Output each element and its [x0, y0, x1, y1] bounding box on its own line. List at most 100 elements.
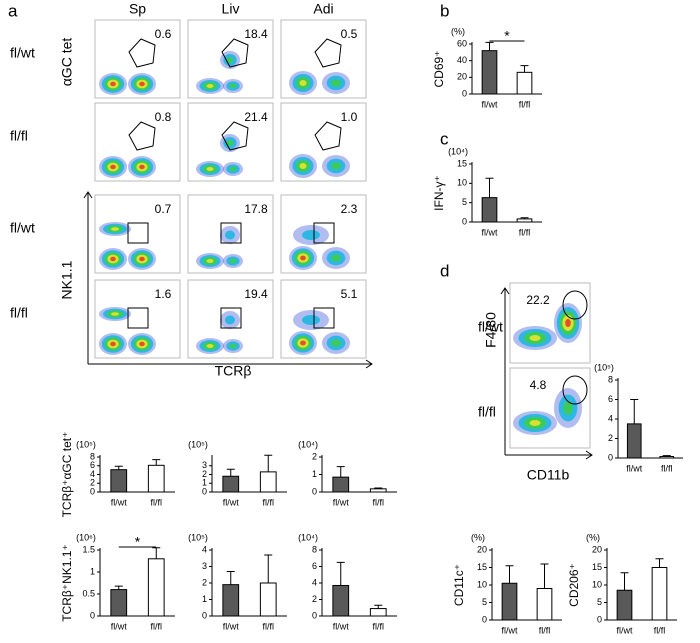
gate-value: 0.8: [155, 110, 172, 124]
x-tick-label: fl/wt: [616, 625, 633, 635]
y-axis-label: TCRβ⁺αGC tet⁺: [60, 432, 74, 518]
unit-label: (10⁴): [298, 532, 318, 542]
x-tick-label: fl/fl: [372, 621, 384, 631]
y-tick-label: 5: [482, 597, 487, 607]
error-bar: [264, 454, 273, 472]
gate-value: 2.3: [341, 202, 358, 216]
bar: [481, 50, 498, 95]
error-bar: [505, 565, 514, 584]
flow-plot: [280, 102, 367, 182]
y-tick-label: 0: [608, 452, 613, 462]
error-bar: [226, 570, 235, 585]
bar: [259, 471, 277, 493]
y-tick-label: 1: [312, 469, 317, 479]
unit-label: (%): [586, 532, 600, 542]
y-axis-label: αGC tet: [59, 38, 75, 87]
y-tick-label: 60: [457, 38, 467, 48]
density: [226, 57, 234, 63]
error-bar: [374, 487, 383, 489]
y-tick-label: 4: [312, 577, 317, 587]
unit-label: (10⁴): [448, 146, 468, 156]
gate: [128, 38, 156, 68]
density: [565, 319, 571, 327]
error-bar: [540, 563, 549, 589]
y-tick-label: 6: [608, 394, 613, 404]
error-bar: [114, 585, 123, 590]
bar: [110, 589, 128, 617]
error-bar: [662, 455, 671, 457]
error-bar: [485, 177, 494, 198]
unit-label: (10⁶): [76, 532, 96, 542]
error-bar: [152, 547, 161, 559]
column-header: Sp: [129, 1, 146, 17]
gate: [314, 38, 342, 68]
bar: [369, 488, 387, 493]
y-tick-label: 15: [477, 562, 487, 572]
density: [206, 344, 214, 348]
density: [225, 230, 235, 240]
x-tick-label: fl/fl: [661, 463, 673, 473]
density: [229, 343, 237, 349]
y-axis-label: CD11c⁺: [452, 564, 466, 606]
density: [331, 254, 341, 262]
density: [111, 227, 119, 231]
row-label: fl/wt: [478, 319, 503, 335]
x-tick-label: fl/wt: [333, 497, 350, 507]
unit-label: (10⁵): [76, 439, 96, 449]
y-tick-label: 1: [90, 566, 95, 576]
y-tick-label: 2: [608, 433, 613, 443]
density: [529, 335, 541, 341]
x-tick-label: fl/wt: [111, 621, 128, 631]
bar: [651, 567, 668, 621]
gate: [313, 222, 335, 244]
y-tick-label: 4: [90, 469, 95, 479]
gate: [221, 38, 249, 68]
density: [300, 340, 306, 346]
density: [563, 401, 573, 415]
y-tick-label: 8: [90, 451, 95, 461]
row-label: fl/fl: [478, 404, 496, 420]
error-bar: [336, 561, 345, 586]
y-axis-label: F4/80: [483, 312, 499, 348]
gate: [314, 121, 342, 151]
gate-value: 18.4: [244, 27, 268, 41]
y-tick-label: 20: [457, 72, 467, 82]
y-tick-label: 20: [592, 544, 602, 554]
density: [206, 84, 214, 88]
x-axis-label: CD11b: [527, 467, 570, 483]
error-bar: [520, 65, 529, 73]
y-tick-label: 8: [312, 544, 317, 554]
x-tick-label: fl/wt: [481, 99, 498, 109]
density: [206, 167, 214, 171]
x-tick-label: fl/wt: [223, 497, 240, 507]
error-bar: [630, 399, 639, 424]
y-tick-label: 0: [312, 610, 317, 620]
gate-value: 5.1: [341, 287, 358, 301]
y-tick-label: 0: [482, 614, 487, 624]
y-tick-label: 1: [202, 594, 207, 604]
error-bar: [620, 572, 629, 591]
gate-value: 0.5: [341, 27, 358, 41]
bar: [332, 476, 350, 493]
x-tick-label: fl/fl: [519, 99, 531, 109]
density: [331, 162, 341, 170]
density: [331, 79, 341, 87]
unit-label: (10⁴): [298, 439, 318, 449]
bar: [222, 584, 240, 617]
density: [229, 166, 237, 172]
gate: [562, 375, 588, 405]
y-tick-label: 3: [202, 561, 207, 571]
y-tick-label: 4: [608, 413, 613, 423]
x-tick-label: fl/fl: [262, 497, 274, 507]
x-tick-label: fl/wt: [223, 621, 240, 631]
y-tick-label: 10: [457, 178, 467, 188]
density: [110, 81, 116, 87]
y-tick-label: 0: [202, 486, 207, 496]
density: [139, 256, 145, 262]
y-axis-label: IFN-γ⁺: [432, 175, 446, 211]
column-header: Liv: [222, 1, 240, 17]
y-tick-label: 0: [90, 486, 95, 496]
gate: [562, 290, 588, 320]
density: [229, 83, 237, 89]
density: [302, 315, 320, 325]
